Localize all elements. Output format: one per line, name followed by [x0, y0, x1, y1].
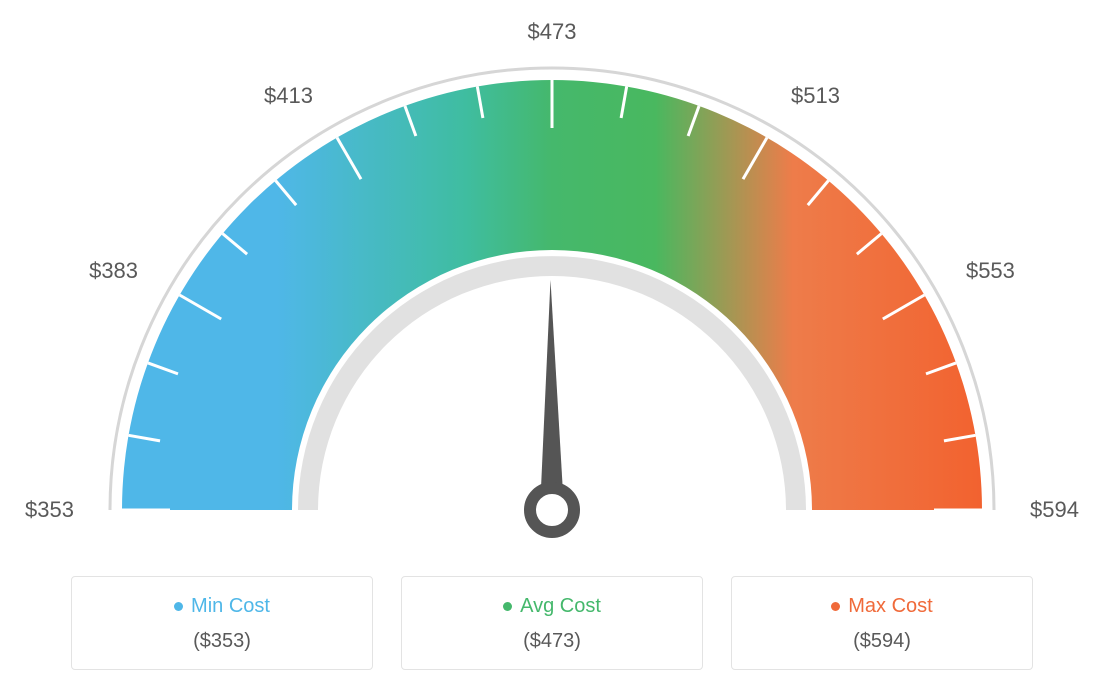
tick-label: $594 [1030, 497, 1079, 522]
tick-label: $413 [264, 83, 313, 108]
legend-value: ($353) [72, 630, 372, 653]
legend-title: Min Cost [174, 595, 270, 618]
legend-dot-icon [503, 602, 512, 611]
gauge-needle [540, 280, 564, 510]
legend-value: ($594) [732, 630, 1032, 653]
gauge-chart-container: $353 $383 $413 $473 $513 $553 $594 Min Cost ($3… [0, 0, 1104, 690]
legend-card-2: Max Cost ($594) [731, 576, 1033, 670]
gauge-svg: $353 $383 $413 $473 $513 $553 $594 [0, 0, 1104, 560]
tick-label: $383 [89, 258, 138, 283]
legend-value: ($473) [402, 630, 702, 653]
legend-dot-icon [174, 602, 183, 611]
legend-card-1: Avg Cost ($473) [401, 576, 703, 670]
legend-row: Min Cost ($353) Avg Cost ($473) Max Cost ($59… [0, 576, 1104, 670]
legend-card-0: Min Cost ($353) [71, 576, 373, 670]
gauge: $353 $383 $413 $473 $513 $553 $594 [0, 0, 1104, 560]
legend-dot-icon [831, 602, 840, 611]
tick-label: $353 [25, 497, 74, 522]
legend-title-text: Min Cost [191, 595, 270, 618]
gauge-hub [530, 488, 574, 532]
legend-title: Avg Cost [503, 595, 601, 618]
legend-title: Max Cost [831, 595, 932, 618]
tick-label: $553 [966, 258, 1015, 283]
tick-label: $473 [528, 19, 577, 44]
legend-title-text: Avg Cost [520, 595, 601, 618]
tick-label: $513 [791, 83, 840, 108]
legend-title-text: Max Cost [848, 595, 932, 618]
